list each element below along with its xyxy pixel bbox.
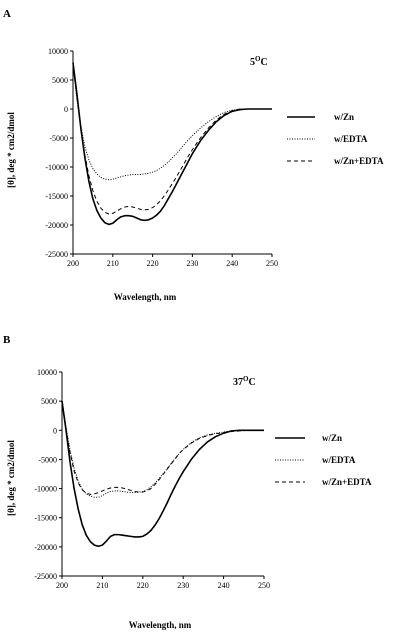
y-tick-label: 10000 bbox=[37, 368, 57, 377]
series-line-a-w-edta bbox=[72, 65, 272, 181]
panel-b: B 37OC 10000 5000 0 -5000 -10000 -15000 -20000… bbox=[3, 334, 372, 630]
y-tick-label: -15000 bbox=[45, 192, 68, 201]
series-line-a-w-zn bbox=[72, 62, 272, 226]
x-tick-label: 240 bbox=[218, 581, 230, 590]
y-axis-title-b: [θ], deg * cm2/dmol bbox=[6, 440, 16, 516]
y-tick-label: -25000 bbox=[45, 250, 68, 259]
x-axis-title-b: Wavelength, nm bbox=[129, 620, 192, 630]
y-tick-label: 5000 bbox=[52, 76, 68, 85]
x-tick-label: 220 bbox=[137, 581, 149, 590]
plot-b: 37OC 10000 5000 0 -5000 -10000 -15000 -20000 -2… bbox=[34, 368, 270, 590]
x-tick-label: 240 bbox=[226, 259, 238, 268]
temperature-label-b: 37OC bbox=[233, 375, 256, 388]
legend-item-a-w-edta: w/EDTA bbox=[287, 134, 368, 144]
temperature-label-a: 5OC bbox=[250, 55, 268, 68]
x-tick-label: 230 bbox=[177, 581, 189, 590]
legend-label-b-w-edta: w/EDTA bbox=[322, 455, 356, 465]
legend-label-a-w-zn: w/Zn bbox=[334, 112, 354, 122]
panel-a: A 5OC 10000 5000 0 -5000 -10000 -15000 -20000 -… bbox=[3, 8, 384, 302]
panel-letter-b: B bbox=[3, 334, 11, 346]
y-tick-label: -10000 bbox=[34, 485, 57, 494]
panel-letter-a: A bbox=[3, 8, 11, 20]
y-tick-label: -20000 bbox=[45, 221, 68, 230]
legend-item-a-w-zn: w/Zn bbox=[287, 112, 354, 122]
legend-label-a-w-zn-edta: w/Zn+EDTA bbox=[334, 156, 384, 166]
legend-label-a-w-edta: w/EDTA bbox=[334, 134, 368, 144]
legend-item-b-w-zn: w/Zn bbox=[275, 433, 342, 443]
series-line-b-w-edta bbox=[61, 401, 264, 498]
x-tick-label: 200 bbox=[56, 581, 68, 590]
legend-b: w/Zn w/EDTA w/Zn+EDTA bbox=[275, 433, 372, 487]
x-tick-label: 230 bbox=[186, 259, 198, 268]
legend-label-b-w-zn: w/Zn bbox=[322, 433, 342, 443]
x-tick-label: 250 bbox=[266, 259, 278, 268]
x-tick-label: 200 bbox=[67, 259, 79, 268]
y-axis-title-a: [θ], deg * cm2/dmol bbox=[6, 112, 16, 188]
y-tick-label: 10000 bbox=[48, 47, 68, 56]
legend-a: w/Zn w/EDTA w/Zn+EDTA bbox=[287, 112, 384, 166]
y-tick-label: -15000 bbox=[34, 514, 57, 523]
y-tick-label: -5000 bbox=[49, 134, 68, 143]
y-tick-label: -10000 bbox=[45, 163, 68, 172]
y-tick-label: -5000 bbox=[38, 455, 57, 464]
y-tick-label: 0 bbox=[64, 105, 68, 114]
series-line-b-w-zn bbox=[61, 401, 264, 548]
x-tick-label: 220 bbox=[147, 259, 159, 268]
series-line-a-w-zn-edta bbox=[72, 63, 272, 215]
x-tick-label: 210 bbox=[96, 581, 108, 590]
legend-item-b-w-zn-edta: w/Zn+EDTA bbox=[275, 477, 372, 487]
legend-label-b-w-zn-edta: w/Zn+EDTA bbox=[322, 477, 372, 487]
x-tick-label: 250 bbox=[258, 581, 270, 590]
series-line-b-w-zn-edta bbox=[61, 401, 264, 495]
legend-item-a-w-zn-edta: w/Zn+EDTA bbox=[287, 156, 384, 166]
x-tick-label: 210 bbox=[107, 259, 119, 268]
y-tick-label: -25000 bbox=[34, 572, 57, 581]
x-axis-title-a: Wavelength, nm bbox=[114, 292, 177, 302]
legend-item-b-w-edta: w/EDTA bbox=[275, 455, 356, 465]
y-tick-label: 0 bbox=[53, 426, 57, 435]
y-tick-label: 5000 bbox=[41, 397, 57, 406]
plot-a: 5OC 10000 5000 0 -5000 -10000 -15000 -20000 -25… bbox=[45, 47, 278, 268]
y-tick-label: -20000 bbox=[34, 543, 57, 552]
